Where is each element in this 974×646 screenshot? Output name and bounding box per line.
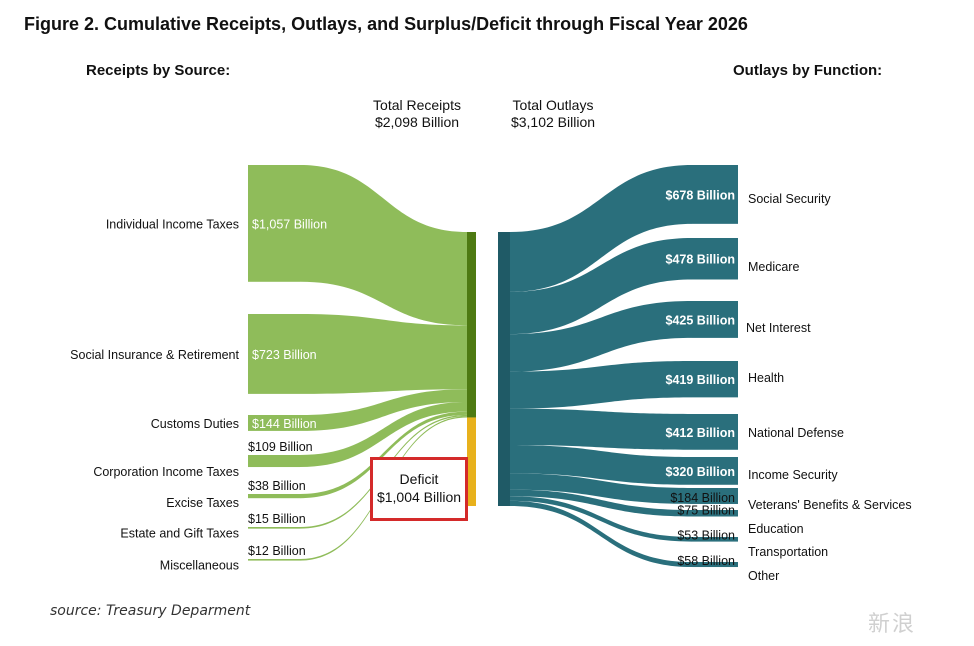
total-outlays: Total Outlays $3,102 Billion (488, 97, 618, 131)
total-receipts: Total Receipts $2,098 Billion (352, 97, 482, 131)
receipt-flow-customs-duties (300, 389, 467, 431)
outlay-label-education: Education (748, 522, 804, 536)
outlay-flow-net-interest (510, 301, 692, 372)
outlay-value-medicare: $478 Billion (666, 253, 735, 267)
receipt-node-social-insurance-and-retirement (248, 314, 300, 394)
outlay-node-social-security (692, 165, 738, 224)
receipt-node-customs-duties (248, 415, 300, 431)
receipt-node-estate-and-gift-taxes (248, 527, 300, 529)
chart-title: Figure 2. Cumulative Receipts, Outlays, … (24, 14, 748, 34)
total-receipts-value: $2,098 Billion (374, 114, 460, 130)
total-receipts-label: Total Receipts (373, 97, 461, 113)
receipt-flow-corporation-income-taxes (300, 401, 467, 468)
outlay-flow-veterans-benefits-and-services (510, 473, 692, 504)
outlays-heading: Outlays by Function: (733, 62, 883, 79)
outlay-node-other (692, 562, 738, 568)
outlay-label-national-defense: National Defense (748, 426, 844, 440)
receipt-label-customs-duties: Customs Duties (151, 417, 239, 431)
outlay-flow-social-security (510, 165, 692, 292)
outlay-value-national-defense: $412 Billion (666, 426, 735, 440)
watermark: 新浪 (868, 612, 917, 637)
receipt-value-social-insurance-and-retirement: $723 Billion (252, 348, 317, 362)
outlay-flow-medicare (510, 238, 692, 335)
outlay-value-social-security: $678 Billion (666, 188, 735, 202)
receipt-label-estate-and-gift-taxes: Estate and Gift Taxes (120, 527, 239, 541)
outlay-flow-income-security (510, 445, 692, 485)
outlay-label-income-security: Income Security (748, 468, 838, 482)
outlay-value-net-interest: $425 Billion (666, 313, 735, 327)
receipt-flow-excise-taxes (300, 411, 467, 499)
outlay-value-transportation: $53 Billion (677, 529, 735, 543)
outlay-node-education (692, 510, 738, 517)
deficit-value: $1,004 Billion (376, 489, 462, 505)
outlay-flow-education (510, 489, 692, 517)
deficit-box: Deficit $1,004 Billion (370, 457, 468, 521)
receipt-flow-individual-income-taxes (300, 165, 467, 326)
outlay-label-transportation: Transportation (748, 545, 828, 559)
outlay-node-transportation (692, 537, 738, 542)
outlay-label-net-interest: Net Interest (746, 321, 811, 335)
outlay-label-social-security: Social Security (748, 192, 831, 206)
outlay-node-health (692, 361, 738, 398)
receipt-node-individual-income-taxes (248, 165, 300, 282)
receipt-value-excise-taxes: $38 Billion (248, 479, 306, 493)
source-note: source: Treasury Deparment (50, 603, 251, 619)
outlay-node-net-interest (692, 301, 738, 338)
receipt-label-excise-taxes: Excise Taxes (166, 496, 239, 510)
outlay-node-national-defense (692, 414, 738, 450)
receipt-flow-social-insurance-and-retirement (300, 314, 467, 394)
outlay-label-veterans-benefits-and-services: Veterans' Benefits & Services (748, 498, 912, 512)
receipt-value-corporation-income-taxes: $109 Billion (248, 440, 313, 454)
receipt-value-estate-and-gift-taxes: $15 Billion (248, 512, 306, 526)
outlays-total-bar (498, 232, 510, 506)
outlay-value-income-security: $320 Billion (666, 465, 735, 479)
outlay-value-veterans-benefits-and-services: $184 Billion (670, 491, 735, 505)
outlay-value-education: $75 Billion (677, 504, 735, 518)
total-outlays-value: $3,102 Billion (510, 114, 596, 130)
total-outlays-label: Total Outlays (512, 97, 594, 113)
outlay-node-medicare (692, 238, 738, 280)
receipt-label-individual-income-taxes: Individual Income Taxes (106, 217, 239, 231)
receipt-label-corporation-income-taxes: Corporation Income Taxes (93, 465, 239, 479)
deficit-bar (467, 417, 476, 506)
receipt-value-customs-duties: $144 Billion (252, 417, 317, 431)
outlay-label-health: Health (748, 371, 784, 385)
outlay-flow-other (510, 500, 692, 568)
outlay-label-other: Other (748, 569, 779, 583)
receipt-node-miscellaneous (248, 559, 300, 561)
deficit-label: Deficit (399, 471, 439, 487)
outlay-node-income-security (692, 457, 738, 485)
outlay-flow-transportation (510, 496, 692, 542)
receipt-node-excise-taxes (248, 494, 300, 499)
outlay-value-health: $419 Billion (666, 373, 735, 387)
receipt-label-miscellaneous: Miscellaneous (160, 559, 239, 573)
receipt-value-miscellaneous: $12 Billion (248, 544, 306, 558)
outlay-flow-health (510, 361, 692, 409)
receipt-node-corporation-income-taxes (248, 455, 300, 468)
receipt-label-social-insurance-and-retirement: Social Insurance & Retirement (70, 348, 239, 362)
receipts-total-bar (467, 232, 476, 418)
receipt-value-individual-income-taxes: $1,057 Billion (252, 217, 327, 231)
outlay-flow-national-defense (510, 408, 692, 450)
outlay-label-medicare: Medicare (748, 260, 799, 274)
outlay-value-other: $58 Billion (677, 554, 735, 568)
receipts-heading: Receipts by Source: (86, 62, 231, 79)
outlay-node-veterans-benefits-and-services (692, 488, 738, 504)
